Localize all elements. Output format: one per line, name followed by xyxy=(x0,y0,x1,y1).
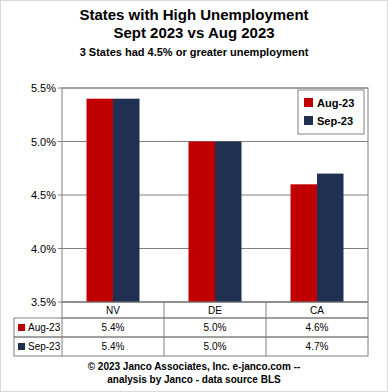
legend-label: Sep-23 xyxy=(317,115,353,127)
table-key xyxy=(18,324,25,331)
bar xyxy=(291,184,318,302)
x-tick-label: CA xyxy=(310,305,324,316)
tick-mark xyxy=(58,141,62,142)
table-line xyxy=(62,337,63,356)
bar xyxy=(113,99,140,302)
table-header xyxy=(62,302,368,318)
legend-box xyxy=(298,90,364,134)
grid-line xyxy=(62,88,368,89)
source: © 2023 Janco Associates, Inc. e-janco.co… xyxy=(88,361,301,372)
bar xyxy=(189,142,216,303)
chart: States with High UnemploymentSept 2023 v… xyxy=(0,0,388,392)
table-line xyxy=(62,318,63,337)
tick-mark xyxy=(58,248,62,249)
data-label: 5.0% xyxy=(204,322,227,333)
y-tick-label: 4.5% xyxy=(31,189,56,201)
table-line xyxy=(266,302,267,356)
y-tick-label: 5.5% xyxy=(31,82,56,94)
data-label: 4.7% xyxy=(306,341,329,352)
legend-key xyxy=(304,98,313,107)
table-series-label: Aug-23 xyxy=(28,322,61,333)
data-label: 5.0% xyxy=(204,341,227,352)
title: States with High Unemployment xyxy=(79,6,308,23)
data-label: 5.4% xyxy=(102,322,125,333)
data-label: 5.4% xyxy=(102,341,125,352)
table-row xyxy=(14,337,368,356)
y-tick-label: 4.0% xyxy=(31,243,56,255)
x-tick-label: DE xyxy=(208,305,222,316)
bar xyxy=(317,174,344,302)
data-label: 4.6% xyxy=(306,322,329,333)
tick-mark xyxy=(58,302,62,303)
bar xyxy=(87,99,114,302)
tick-mark xyxy=(58,195,62,196)
title: Sept 2023 vs Aug 2023 xyxy=(113,24,274,41)
bar xyxy=(215,142,242,303)
chart-frame xyxy=(1,1,388,392)
table-line xyxy=(164,302,165,356)
subtitle: 3 States had 4.5% or greater unemploymen… xyxy=(80,46,309,58)
legend-key xyxy=(304,116,313,125)
legend-label: Aug-23 xyxy=(317,97,354,109)
table-key xyxy=(18,343,25,350)
y-tick-label: 3.5% xyxy=(31,296,56,308)
plot-area xyxy=(62,88,368,302)
page: {"chart_data": {"type": "bar", "title": … xyxy=(0,0,388,392)
x-tick-label: NV xyxy=(106,305,120,316)
tick-mark xyxy=(58,88,62,89)
source: analysis by Janco - data source BLS xyxy=(107,374,281,385)
table-row xyxy=(14,318,368,337)
table-series-label: Sep-23 xyxy=(28,341,61,352)
y-tick-label: 5.0% xyxy=(31,136,56,148)
